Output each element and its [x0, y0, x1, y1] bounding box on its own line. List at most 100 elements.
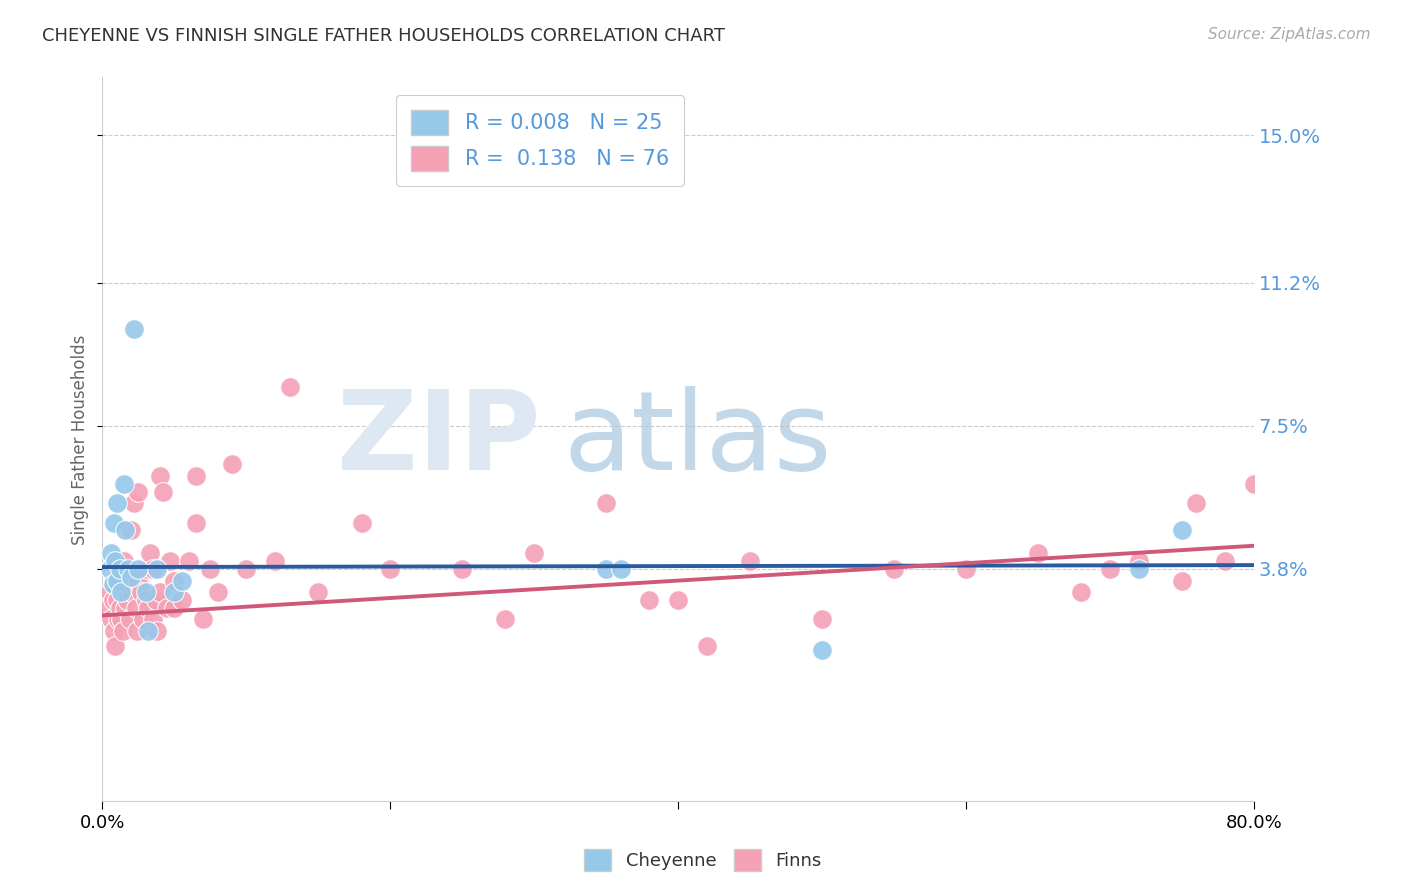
Point: [163, 585, 186, 599]
Point: [221, 458, 243, 472]
Point: [149, 585, 172, 599]
Point: [955, 562, 977, 576]
Point: [98, 562, 121, 576]
Point: [105, 574, 128, 588]
Point: [108, 600, 131, 615]
Point: [105, 496, 128, 510]
Point: [1171, 574, 1194, 588]
Point: [100, 612, 122, 626]
Point: [278, 380, 301, 394]
Point: [129, 585, 152, 599]
Point: [132, 612, 155, 626]
Point: [184, 516, 207, 530]
Text: atlas: atlas: [562, 386, 831, 492]
Point: [114, 523, 136, 537]
Point: [595, 496, 617, 510]
Point: [264, 554, 287, 568]
Point: [152, 484, 174, 499]
Point: [156, 600, 179, 615]
Point: [666, 593, 689, 607]
Point: [142, 612, 165, 626]
Point: [738, 554, 761, 568]
Point: [103, 516, 125, 530]
Point: [350, 516, 373, 530]
Point: [111, 624, 134, 638]
Point: [104, 640, 127, 654]
Point: [122, 322, 145, 336]
Point: [595, 562, 617, 576]
Point: [139, 547, 162, 561]
Point: [114, 600, 136, 615]
Point: [122, 496, 145, 510]
Point: [112, 554, 135, 568]
Point: [159, 554, 181, 568]
Point: [170, 593, 193, 607]
Point: [638, 593, 661, 607]
Point: [135, 593, 157, 607]
Point: [97, 600, 120, 615]
Point: [135, 562, 157, 576]
Point: [146, 562, 169, 576]
Point: [138, 624, 160, 638]
Point: [811, 643, 834, 657]
Point: [101, 577, 124, 591]
Point: [127, 484, 149, 499]
Point: [118, 612, 141, 626]
Point: [112, 585, 135, 599]
Point: [127, 562, 149, 576]
Point: [1026, 547, 1049, 561]
Point: [135, 585, 157, 599]
Point: [110, 612, 132, 626]
Point: [145, 593, 167, 607]
Y-axis label: Single Father Households: Single Father Households: [72, 334, 89, 544]
Point: [125, 624, 148, 638]
Point: [105, 574, 128, 588]
Point: [1070, 585, 1092, 599]
Point: [104, 554, 127, 568]
Point: [127, 574, 149, 588]
Point: [235, 562, 257, 576]
Point: [523, 547, 546, 561]
Point: [177, 554, 200, 568]
Point: [120, 523, 142, 537]
Point: [138, 600, 160, 615]
Point: [1243, 476, 1265, 491]
Point: [170, 574, 193, 588]
Point: [163, 574, 186, 588]
Point: [163, 600, 186, 615]
Point: [883, 562, 905, 576]
Point: [1171, 523, 1194, 537]
Point: [115, 593, 138, 607]
Point: [696, 640, 718, 654]
Legend: R = 0.008   N = 25, R =  0.138   N = 76: R = 0.008 N = 25, R = 0.138 N = 76: [396, 95, 683, 186]
Point: [380, 562, 402, 576]
Point: [1128, 562, 1150, 576]
Point: [105, 593, 128, 607]
Point: [494, 612, 516, 626]
Point: [98, 585, 121, 599]
Point: [184, 469, 207, 483]
Point: [451, 562, 474, 576]
Point: [1128, 554, 1150, 568]
Point: [107, 612, 129, 626]
Point: [1098, 562, 1121, 576]
Point: [112, 476, 135, 491]
Point: [108, 562, 131, 576]
Point: [120, 570, 142, 584]
Point: [110, 585, 132, 599]
Point: [142, 562, 165, 576]
Point: [609, 562, 631, 576]
Text: ZIP: ZIP: [336, 386, 540, 492]
Point: [103, 624, 125, 638]
Point: [146, 624, 169, 638]
Point: [100, 547, 122, 561]
Point: [207, 585, 229, 599]
Point: [124, 600, 146, 615]
Point: [117, 574, 139, 588]
Point: [117, 562, 139, 576]
Point: [193, 612, 215, 626]
Point: [1213, 554, 1236, 568]
Point: [307, 585, 329, 599]
Text: Source: ZipAtlas.com: Source: ZipAtlas.com: [1208, 27, 1371, 42]
Point: [120, 585, 142, 599]
